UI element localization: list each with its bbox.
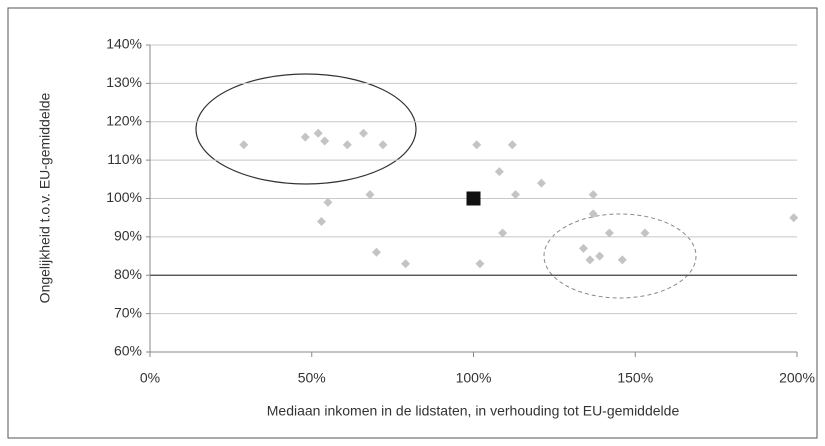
point [359, 128, 369, 138]
point [588, 190, 598, 200]
x-tick-label: 50% [298, 370, 326, 386]
highlight-point [466, 191, 481, 206]
point [342, 140, 352, 150]
point [320, 136, 330, 146]
point [316, 217, 326, 227]
point [378, 140, 388, 150]
point [511, 190, 521, 200]
y-tick-label: 120% [106, 112, 142, 128]
frame [7, 7, 818, 439]
point [371, 247, 381, 257]
point [595, 251, 605, 261]
x-tick-label: 100% [456, 370, 492, 386]
y-tick-label: 100% [106, 189, 142, 205]
point [498, 228, 508, 238]
point [300, 132, 310, 142]
y-tick-label: 140% [106, 36, 142, 52]
x-tick-label: 0% [140, 370, 160, 386]
point [365, 190, 375, 200]
x-tick-label: 200% [779, 370, 815, 386]
y-tick-label: 80% [114, 266, 142, 282]
point [578, 243, 588, 253]
y-tick-label: 60% [114, 343, 142, 359]
y-tick-label: 90% [114, 228, 142, 244]
y-tick-label: 130% [106, 74, 142, 90]
y-tick-label: 110% [107, 151, 142, 167]
cluster-ellipse-dashed [543, 213, 697, 299]
x-tick-label: 150% [617, 370, 653, 386]
point [239, 140, 249, 150]
y-axis-label: Ongelijkheid t.o.v. EU-gemiddelde [37, 92, 53, 303]
point [617, 255, 627, 265]
point [323, 197, 333, 207]
point [604, 228, 614, 238]
x-axis-label: Mediaan inkomen in de lidstaten, in verh… [267, 403, 680, 419]
point [494, 167, 504, 177]
point [401, 259, 411, 269]
point [588, 209, 598, 219]
point [475, 259, 485, 269]
point [536, 178, 546, 188]
cluster-ellipse [195, 73, 417, 185]
point [789, 213, 799, 223]
point [472, 140, 482, 150]
point [507, 140, 517, 150]
point [313, 128, 323, 138]
y-tick-label: 70% [114, 304, 142, 320]
point [585, 255, 595, 265]
point [640, 228, 650, 238]
